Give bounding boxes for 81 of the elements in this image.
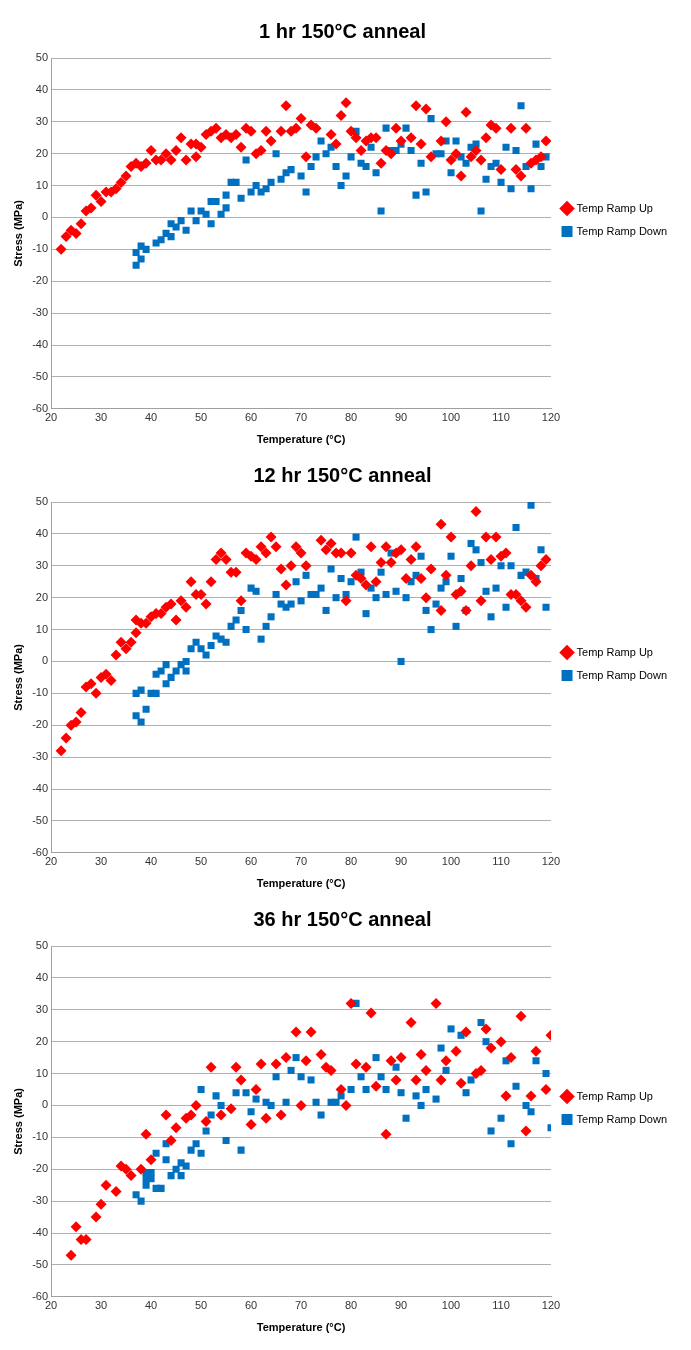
x-tick-label: 70	[294, 411, 308, 424]
x-tick-label: 80	[344, 1299, 358, 1312]
x-tick-label: 120	[541, 1299, 561, 1312]
y-axis-title: Stress (MPa)	[11, 199, 24, 267]
x-tick-label: 80	[344, 411, 358, 424]
y-tick-label: -30	[32, 1194, 49, 1207]
x-tick-label: 110	[492, 1299, 510, 1312]
x-tick-label: 30	[94, 855, 108, 868]
x-tick-label: 50	[194, 411, 208, 424]
y-tick-label: 0	[41, 1098, 49, 1111]
x-tick-label: 50	[194, 855, 208, 868]
y-tick-label: -40	[32, 1226, 49, 1239]
x-tick-label: 90	[394, 1299, 408, 1312]
y-tick-label: 50	[35, 51, 49, 64]
y-tick-label: 20	[35, 1034, 49, 1047]
legend-label: Temp Ramp Up	[576, 1089, 653, 1102]
x-tick-label: 120	[541, 855, 561, 868]
x-tick-label: 40	[144, 855, 158, 868]
x-tick-label: 30	[94, 411, 108, 424]
x-tick-label: 100	[441, 411, 461, 424]
y-axis-title: Stress (MPa)	[11, 1087, 24, 1155]
y-tick-label: 40	[35, 970, 49, 983]
y-tick-label: 10	[35, 622, 49, 635]
x-tick-label: 80	[344, 855, 358, 868]
x-tick-label: 60	[244, 855, 258, 868]
y-tick-label: -40	[32, 782, 49, 795]
y-tick-label: 30	[35, 1002, 49, 1015]
y-tick-label: 30	[35, 558, 49, 571]
y-tick-label: -50	[32, 813, 49, 826]
y-tick-label: 10	[35, 178, 49, 191]
x-tick-label: 110	[492, 855, 510, 868]
x-tick-label: 110	[492, 411, 510, 424]
y-tick-label: -30	[32, 306, 49, 319]
x-axis-title: Temperature (°C)	[256, 876, 346, 889]
legend-label: Temp Ramp Down	[576, 224, 668, 237]
legend-label: Temp Ramp Up	[576, 645, 653, 658]
chart-title: 36 hr 150°C anneal	[253, 907, 432, 930]
y-axis-title: Stress (MPa)	[11, 643, 24, 711]
y-tick-label: 10	[35, 1066, 49, 1079]
x-axis-title: Temperature (°C)	[256, 432, 346, 445]
x-tick-label: 100	[441, 1299, 461, 1312]
y-tick-label: -20	[32, 1162, 49, 1175]
x-tick-label: 70	[294, 855, 308, 868]
x-tick-label: 50	[194, 1299, 208, 1312]
y-tick-label: -50	[32, 1257, 49, 1270]
legend-label: Temp Ramp Down	[576, 668, 668, 681]
x-tick-label: 120	[541, 411, 561, 424]
y-tick-label: 50	[35, 495, 49, 508]
y-tick-label: -60	[32, 401, 49, 414]
y-tick-label: -40	[32, 338, 49, 351]
legend-label: Temp Ramp Up	[576, 201, 653, 214]
y-tick-label: 30	[35, 114, 49, 127]
y-tick-label: -10	[32, 242, 49, 255]
chart-title: 12 hr 150°C anneal	[253, 463, 432, 486]
y-tick-label: -60	[32, 845, 49, 858]
x-tick-label: 60	[244, 1299, 258, 1312]
y-tick-label: 0	[41, 654, 49, 667]
x-tick-label: 100	[441, 855, 461, 868]
x-tick-label: 90	[394, 411, 408, 424]
y-tick-label: -20	[32, 274, 49, 287]
x-tick-label: 70	[294, 1299, 308, 1312]
y-tick-label: 50	[35, 939, 49, 952]
y-tick-label: 0	[41, 210, 49, 223]
y-tick-label: 20	[35, 146, 49, 159]
x-tick-label: 60	[244, 411, 258, 424]
x-tick-label: 40	[144, 411, 158, 424]
y-tick-label: -30	[32, 750, 49, 763]
y-tick-label: -60	[32, 1289, 49, 1302]
y-tick-label: 40	[35, 82, 49, 95]
x-tick-label: 90	[394, 855, 408, 868]
y-tick-label: -10	[32, 1130, 49, 1143]
y-tick-label: 40	[35, 526, 49, 539]
y-tick-label: -20	[32, 718, 49, 731]
x-tick-label: 40	[144, 1299, 158, 1312]
y-tick-label: -50	[32, 369, 49, 382]
y-tick-label: 20	[35, 590, 49, 603]
x-axis-title: Temperature (°C)	[256, 1320, 346, 1333]
y-tick-label: -10	[32, 686, 49, 699]
chart-title: 1 hr 150°C anneal	[259, 19, 426, 42]
x-tick-label: 30	[94, 1299, 108, 1312]
legend-label: Temp Ramp Down	[576, 1112, 668, 1125]
